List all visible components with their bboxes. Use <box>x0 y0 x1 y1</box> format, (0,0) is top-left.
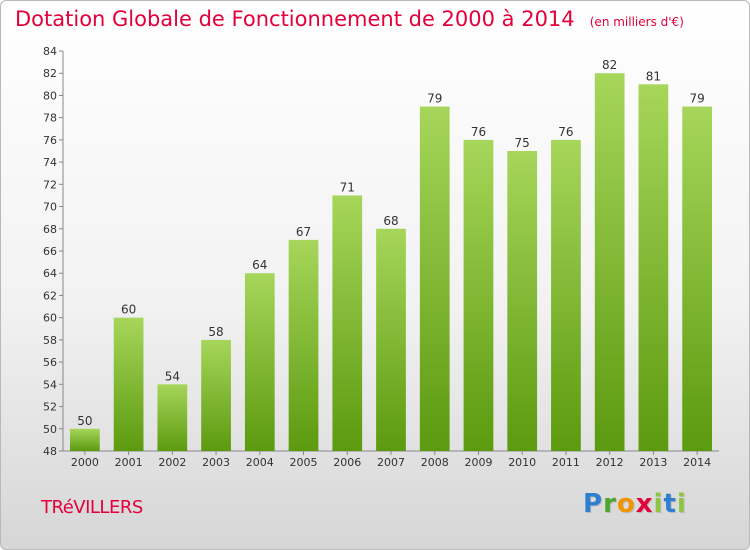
bar-2010 <box>507 151 538 451</box>
y-tick-label: 72 <box>43 178 57 191</box>
x-tick-label: 2001 <box>115 456 143 469</box>
data-label: 76 <box>558 125 573 139</box>
logo-letter: i <box>676 489 687 519</box>
bar-2013 <box>638 84 669 451</box>
y-tick-label: 82 <box>43 67 57 80</box>
bar-2008 <box>419 106 450 452</box>
x-tick-label: 2005 <box>290 456 318 469</box>
logo-letter: t <box>663 489 677 519</box>
axes-group: 48 50 52 54 56 58 60 62 64 66 68 70 72 74 76 78 80 82 84 20… <box>43 45 719 469</box>
y-tick-label: 70 <box>43 201 57 214</box>
logo-letter: i <box>653 489 664 519</box>
bar-2009 <box>463 139 494 451</box>
data-label: 54 <box>165 369 180 383</box>
bar-2002 <box>157 384 188 451</box>
data-label: 71 <box>340 180 355 194</box>
data-label: 79 <box>689 92 704 106</box>
bar-2014 <box>682 106 713 452</box>
y-tick-label: 48 <box>43 445 57 458</box>
bar-2007 <box>376 228 406 451</box>
data-label: 82 <box>602 58 617 72</box>
x-tick-label: 2000 <box>71 456 99 469</box>
x-tick-label: 2003 <box>202 456 230 469</box>
chart-title: Dotation Globale de Fonctionnement de 20… <box>15 7 575 31</box>
logo-letter: x <box>635 489 654 519</box>
y-tick-label: 50 <box>43 423 57 436</box>
bars-group <box>69 73 713 452</box>
data-label: 68 <box>383 214 398 228</box>
data-labels-group: 50 60 54 58 64 67 71 68 79 76 75 76 82 81 79 <box>77 58 705 428</box>
y-tick-label: 74 <box>43 156 57 169</box>
data-label: 81 <box>646 69 661 83</box>
y-tick-label: 56 <box>43 356 57 369</box>
bar-2001 <box>113 317 144 451</box>
data-label: 58 <box>208 325 223 339</box>
data-label: 76 <box>471 125 486 139</box>
bar-2012 <box>594 73 625 451</box>
y-tick-label: 52 <box>43 401 57 414</box>
bar-2011 <box>551 139 581 451</box>
y-tick-label: 78 <box>43 112 57 125</box>
unit-note: (en milliers d'€) <box>589 15 684 29</box>
x-tick-label: 2009 <box>464 456 492 469</box>
logo-letter: P <box>583 489 604 519</box>
data-label: 67 <box>296 225 311 239</box>
bar-2006 <box>332 195 363 451</box>
y-tick-label: 60 <box>43 312 57 325</box>
data-label: 50 <box>77 414 92 428</box>
y-tick-label: 68 <box>43 223 57 236</box>
proxiti-logo: Proxiti <box>583 489 687 519</box>
data-label: 79 <box>427 92 442 106</box>
x-tick-label: 2013 <box>639 456 667 469</box>
y-tick-label: 54 <box>43 378 57 391</box>
x-tick-label: 2010 <box>508 456 536 469</box>
logo-letter: r <box>603 489 617 519</box>
bar-2003 <box>201 339 231 451</box>
x-tick-label: 2002 <box>158 456 186 469</box>
y-tick-label: 66 <box>43 245 57 258</box>
x-tick-label: 2012 <box>596 456 624 469</box>
y-tick-label: 80 <box>43 89 57 102</box>
logo-letter: o <box>616 489 636 519</box>
bar-2004 <box>244 273 275 451</box>
y-tick-label: 84 <box>43 45 57 58</box>
x-tick-label: 2011 <box>552 456 580 469</box>
x-tick-label: 2006 <box>333 456 361 469</box>
data-label: 75 <box>515 136 530 150</box>
x-tick-label: 2007 <box>377 456 405 469</box>
y-tick-label: 76 <box>43 134 57 147</box>
y-tick-label: 58 <box>43 334 57 347</box>
bar-2005 <box>288 239 319 451</box>
x-tick-label: 2008 <box>421 456 449 469</box>
data-label: 64 <box>252 258 267 272</box>
y-tick-label: 64 <box>43 267 57 280</box>
y-tick-label: 62 <box>43 289 57 302</box>
x-tick-label: 2004 <box>246 456 274 469</box>
chart-title-block: Dotation Globale de Fonctionnement de 20… <box>15 7 684 31</box>
bar-2000 <box>69 428 100 451</box>
commune-name: TRéVILLERS <box>41 497 143 518</box>
data-label: 60 <box>121 303 136 317</box>
x-tick-label: 2014 <box>683 456 711 469</box>
